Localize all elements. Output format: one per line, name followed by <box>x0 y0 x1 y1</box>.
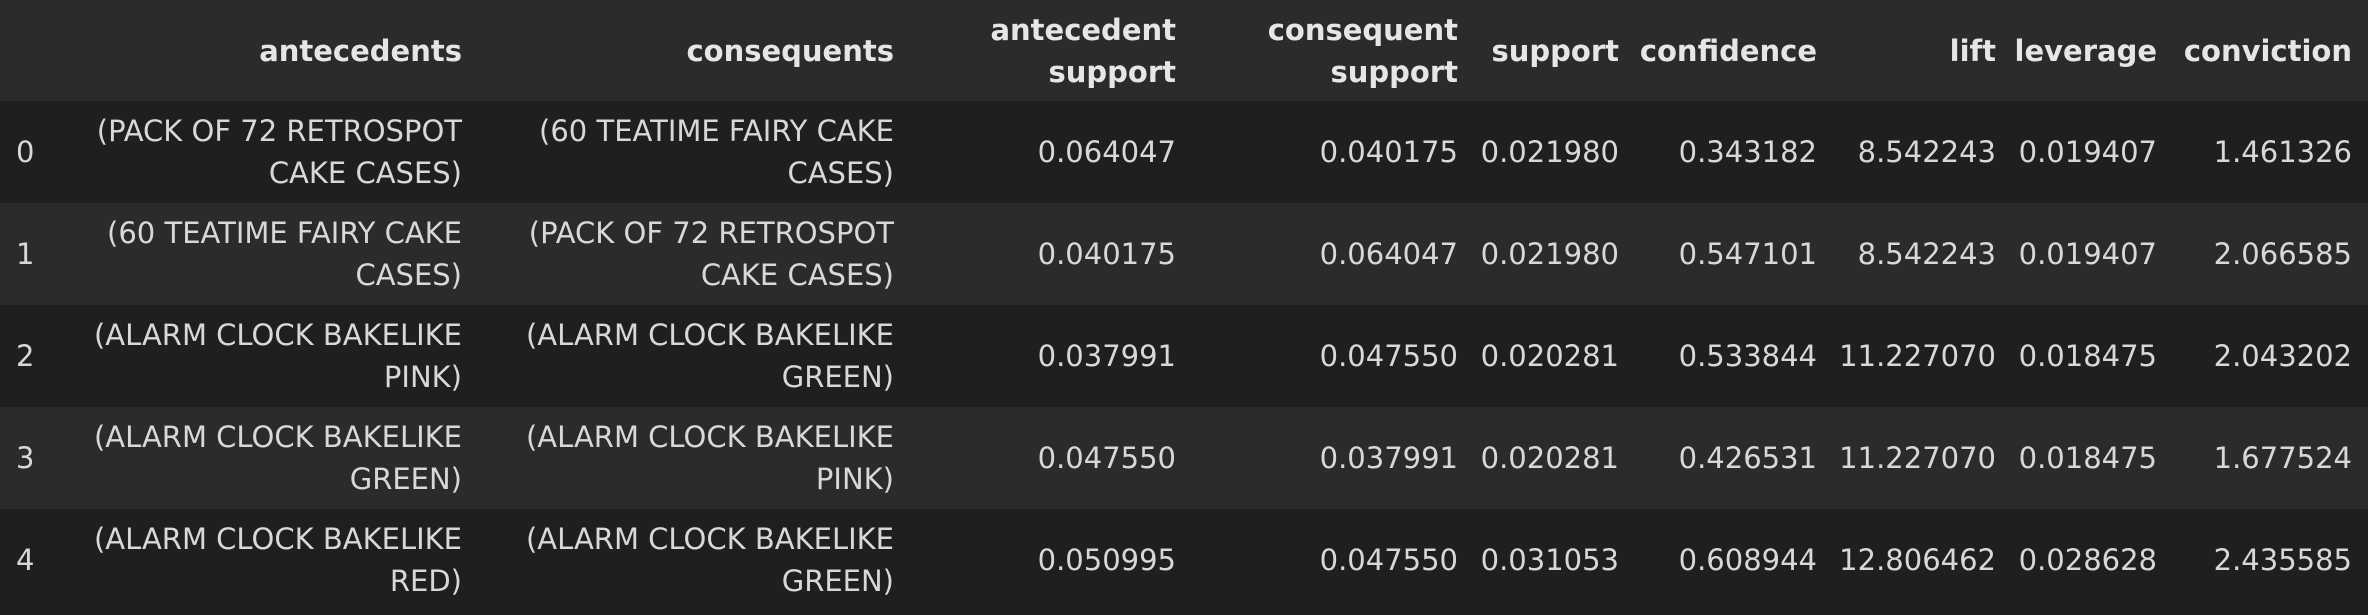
cell-antecedents: (ALARM CLOCK BAKELIKE RED) <box>93 522 462 598</box>
column-header-consequents: consequents <box>686 33 894 68</box>
cell-leverage: 0.019407 <box>2018 237 2157 271</box>
cell-support: 0.020281 <box>1480 339 1619 373</box>
row-index: 1 <box>16 237 35 271</box>
cell-antecedent-support: 0.040175 <box>1037 237 1176 271</box>
cell-support: 0.020281 <box>1480 441 1619 475</box>
cell-antecedent-support: 0.047550 <box>1037 441 1176 475</box>
cell-consequents: (ALARM CLOCK BAKELIKE PINK) <box>525 420 894 496</box>
cell-leverage: 0.019407 <box>2018 135 2157 169</box>
cell-confidence: 0.343182 <box>1678 135 1817 169</box>
column-header-confidence: confidence <box>1639 33 1817 68</box>
cell-consequent-support: 0.047550 <box>1319 339 1458 373</box>
column-header-lift: lift <box>1949 33 1996 68</box>
cell-antecedent-support: 0.050995 <box>1037 543 1176 577</box>
column-header-antecedents: antecedents <box>259 33 462 68</box>
cell-conviction: 1.677524 <box>2213 441 2352 475</box>
column-header-consequent-support: consequent support <box>1267 12 1458 89</box>
cell-consequents: (ALARM CLOCK BAKELIKE GREEN) <box>525 522 894 598</box>
cell-lift: 8.542243 <box>1857 135 1996 169</box>
cell-antecedents: (ALARM CLOCK BAKELIKE GREEN) <box>93 420 462 496</box>
table-row: 1 (60 TEATIME FAIRY CAKE CASES) (PACK OF… <box>0 203 2368 305</box>
table-row: 0 (PACK OF 72 RETROSPOT CAKE CASES) (60 … <box>0 101 2368 203</box>
cell-consequents: (60 TEATIME FAIRY CAKE CASES) <box>539 114 894 190</box>
cell-support: 0.021980 <box>1480 135 1619 169</box>
cell-support: 0.031053 <box>1480 543 1619 577</box>
cell-confidence: 0.608944 <box>1678 543 1817 577</box>
row-index: 4 <box>16 543 35 577</box>
table-row: 3 (ALARM CLOCK BAKELIKE GREEN) (ALARM CL… <box>0 407 2368 509</box>
cell-support: 0.021980 <box>1480 237 1619 271</box>
cell-leverage: 0.028628 <box>2018 543 2157 577</box>
cell-lift: 11.227070 <box>1839 441 1996 475</box>
cell-lift: 11.227070 <box>1839 339 1996 373</box>
cell-antecedents: (ALARM CLOCK BAKELIKE PINK) <box>93 318 462 394</box>
cell-confidence: 0.547101 <box>1678 237 1817 271</box>
column-header-conviction: conviction <box>2183 33 2352 68</box>
column-header-support: support <box>1491 33 1619 68</box>
column-header-leverage: leverage <box>2014 33 2157 68</box>
cell-lift: 12.806462 <box>1839 543 1996 577</box>
cell-antecedents: (60 TEATIME FAIRY CAKE CASES) <box>107 216 462 292</box>
cell-consequent-support: 0.064047 <box>1319 237 1458 271</box>
cell-consequent-support: 0.037991 <box>1319 441 1458 475</box>
cell-leverage: 0.018475 <box>2018 339 2157 373</box>
cell-antecedents: (PACK OF 72 RETROSPOT CAKE CASES) <box>96 114 462 190</box>
row-index: 0 <box>16 135 35 169</box>
cell-consequents: (ALARM CLOCK BAKELIKE GREEN) <box>525 318 894 394</box>
row-index: 3 <box>16 441 35 475</box>
cell-antecedent-support: 0.037991 <box>1037 339 1176 373</box>
cell-conviction: 1.461326 <box>2213 135 2352 169</box>
column-header-antecedent-support: antecedent support <box>990 12 1176 89</box>
cell-lift: 8.542243 <box>1857 237 1996 271</box>
index-header <box>0 0 72 101</box>
table-row: 4 (ALARM CLOCK BAKELIKE RED) (ALARM CLOC… <box>0 509 2368 611</box>
table-row: 2 (ALARM CLOCK BAKELIKE PINK) (ALARM CLO… <box>0 305 2368 407</box>
cell-consequent-support: 0.040175 <box>1319 135 1458 169</box>
cell-consequent-support: 0.047550 <box>1319 543 1458 577</box>
cell-conviction: 2.435585 <box>2213 543 2352 577</box>
cell-conviction: 2.043202 <box>2213 339 2352 373</box>
header-row: antecedents consequents antecedent suppo… <box>0 0 2368 101</box>
row-index: 2 <box>16 339 35 373</box>
cell-conviction: 2.066585 <box>2213 237 2352 271</box>
table-header: antecedents consequents antecedent suppo… <box>0 0 2368 101</box>
cell-leverage: 0.018475 <box>2018 441 2157 475</box>
cell-antecedent-support: 0.064047 <box>1037 135 1176 169</box>
cell-consequents: (PACK OF 72 RETROSPOT CAKE CASES) <box>528 216 894 292</box>
table-body: 0 (PACK OF 72 RETROSPOT CAKE CASES) (60 … <box>0 101 2368 611</box>
cell-confidence: 0.426531 <box>1678 441 1817 475</box>
cell-confidence: 0.533844 <box>1678 339 1817 373</box>
